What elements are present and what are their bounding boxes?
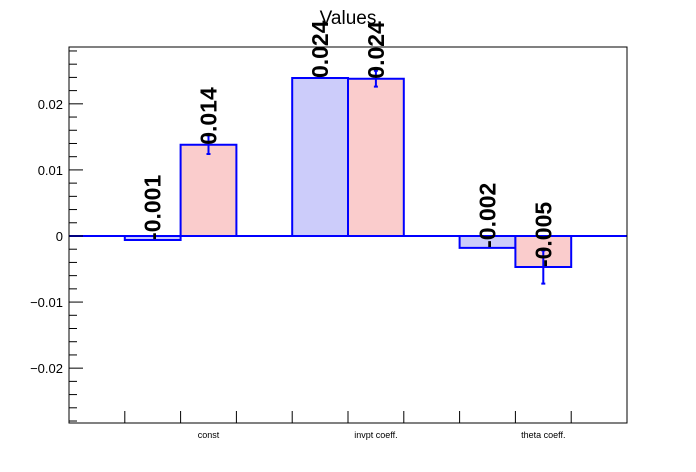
x-category-label: const [198, 430, 220, 440]
chart-title: Values [320, 8, 377, 29]
y-tick-label: −0.02 [30, 361, 63, 376]
value-label: -0.001 [140, 175, 166, 240]
value-label: -0.005 [530, 202, 556, 267]
y-tick-label: 0 [56, 229, 63, 244]
y-tick-label: 0.01 [38, 163, 63, 178]
x-category-label: invpt coeff. [354, 430, 397, 440]
y-tick-label: −0.01 [30, 295, 63, 310]
bar-outline [123, 235, 182, 241]
x-category-label: theta coeff. [521, 430, 565, 440]
error-bar [373, 69, 378, 88]
error-bar [541, 249, 546, 285]
y-tick-label: 0.02 [38, 97, 63, 112]
bar [180, 144, 237, 236]
bar [292, 78, 348, 236]
error-bar [206, 134, 211, 156]
value-label: -0.002 [475, 183, 501, 248]
bar [124, 235, 181, 240]
value-label: 0.024 [307, 20, 333, 78]
bar [348, 78, 404, 236]
value-label: 0.024 [363, 21, 389, 79]
bar [459, 235, 516, 248]
value-label: 0.014 [196, 87, 222, 145]
